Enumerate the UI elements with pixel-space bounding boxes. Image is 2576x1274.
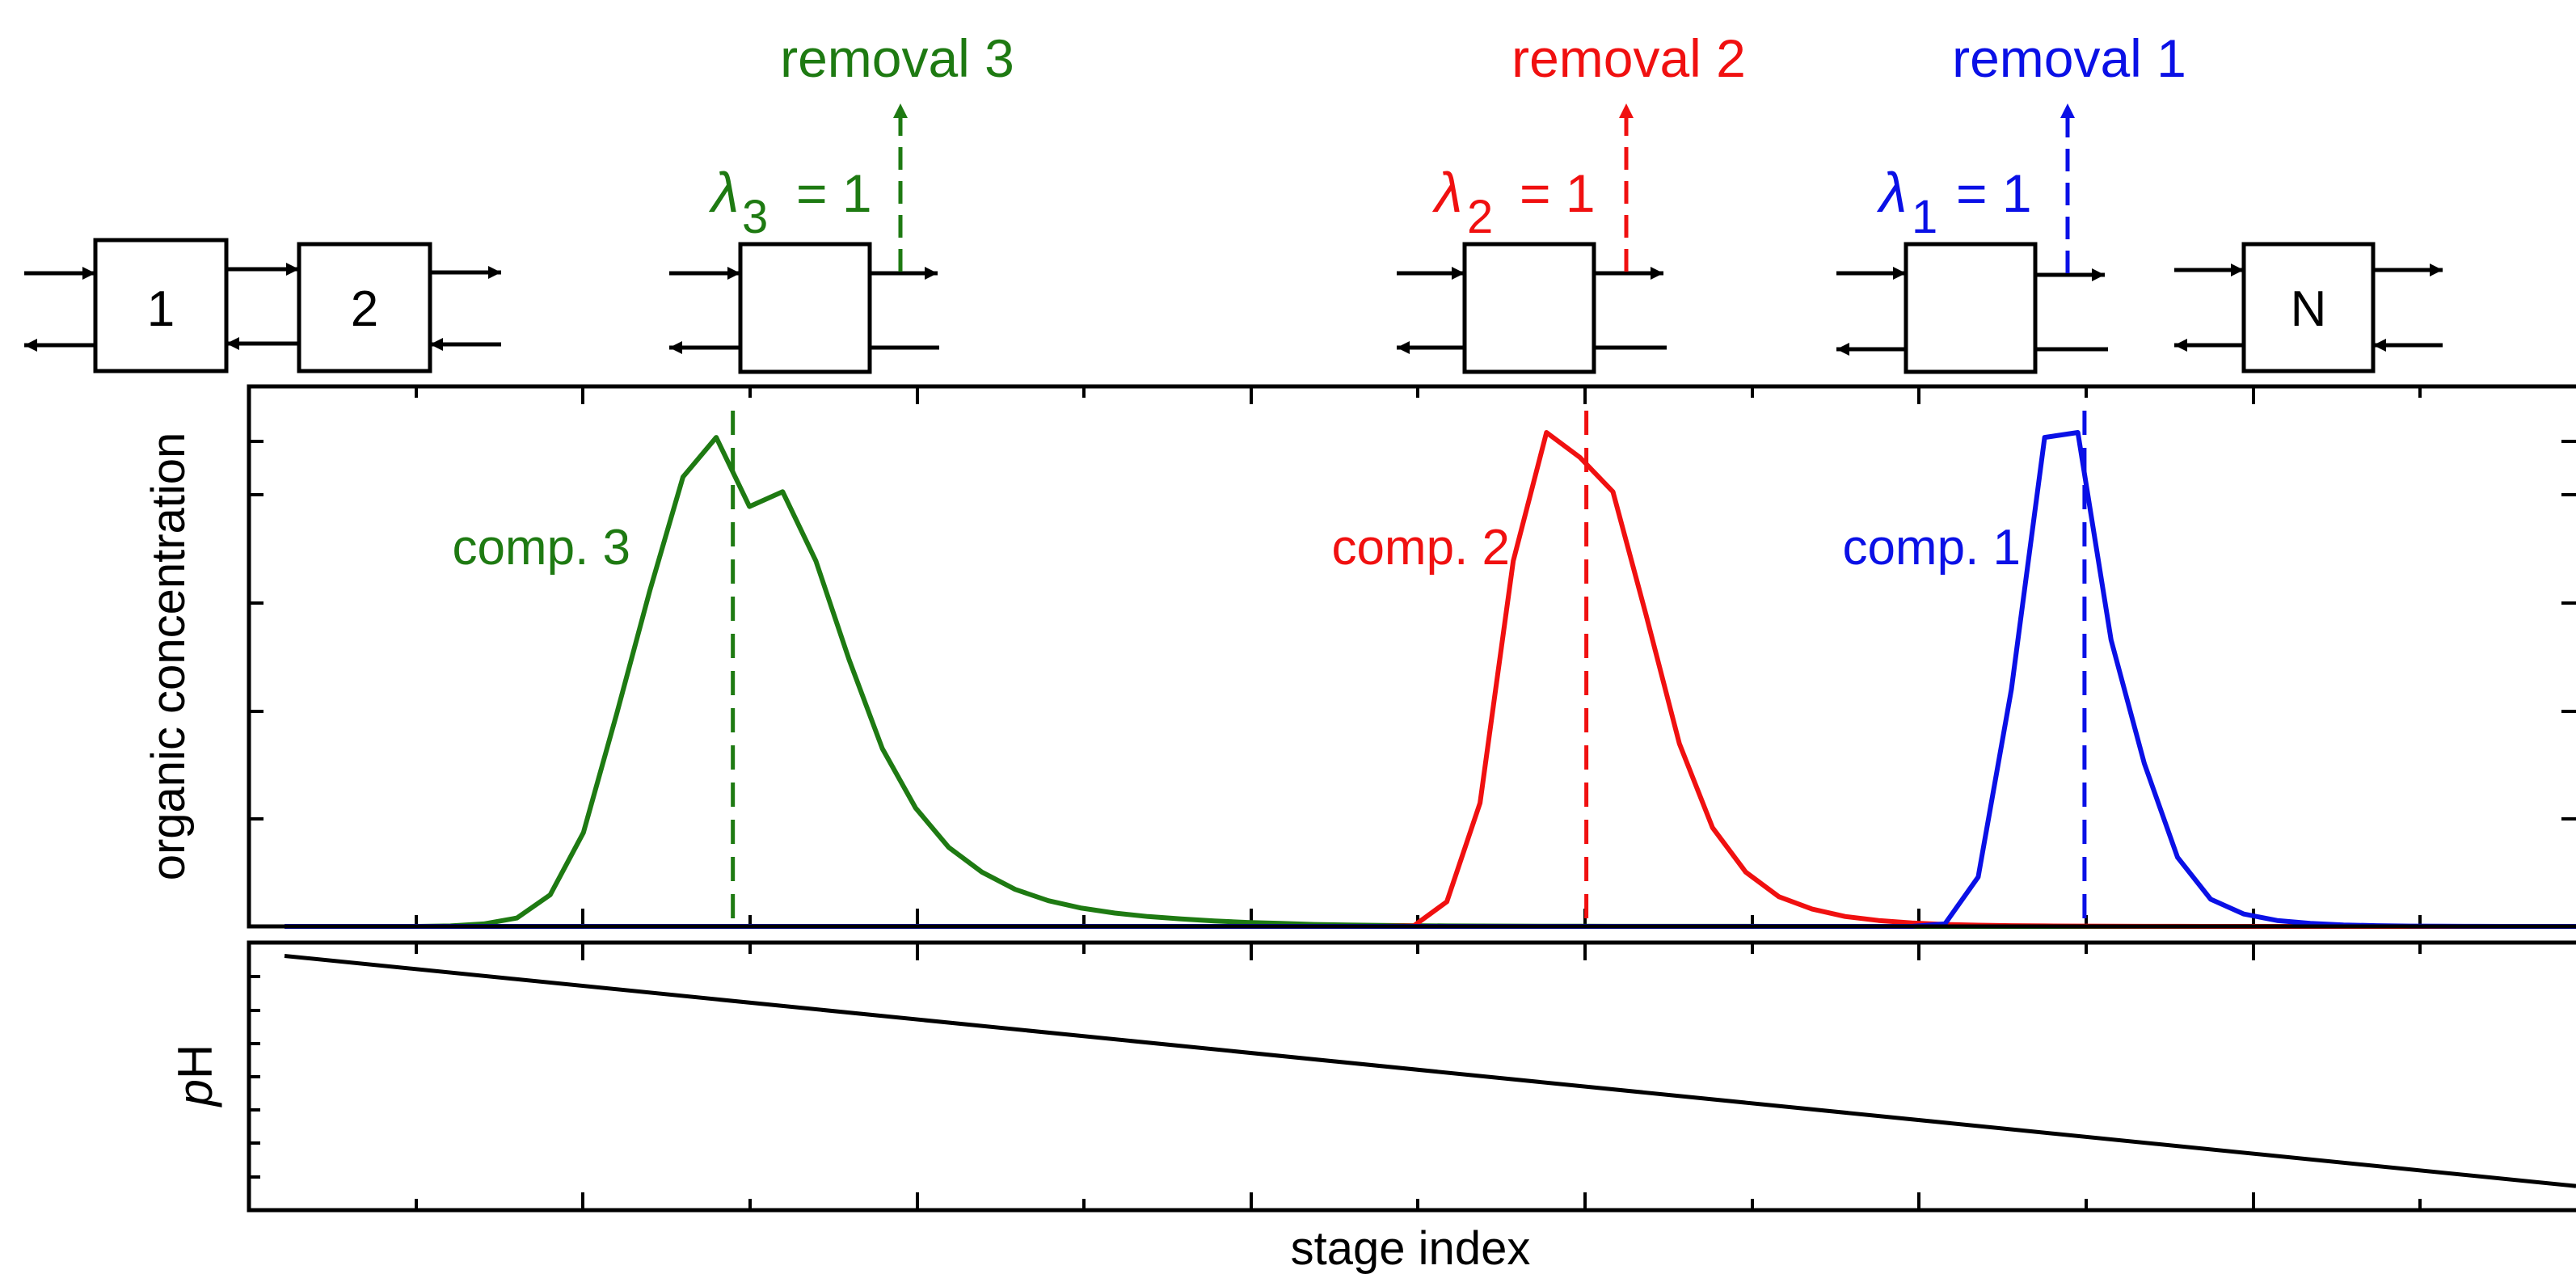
ph-plot: pH stage index <box>168 940 2576 1274</box>
stage-removal-1 <box>1836 103 2108 374</box>
concentration-plot-ticks <box>249 386 2576 928</box>
series-labels: comp. 3 comp. 2 comp. 1 <box>452 520 2021 576</box>
series-line-comp-3 <box>285 435 2576 929</box>
stage-N-box <box>2241 242 2376 373</box>
lambda-1-equals: = 1 <box>1956 163 2032 223</box>
ph-plot-frame <box>247 940 2576 1213</box>
lambda-3-label: λ 3 = 1 <box>708 161 872 243</box>
ph-line <box>284 954 2576 1188</box>
concentration-ylabel: organic concentration <box>142 432 195 881</box>
concentration-plot: organic concentration comp. 3 comp. 2 comp… <box>142 384 2576 929</box>
series-label-comp-1: comp. 1 <box>1842 520 2021 576</box>
concentration-plot-lines <box>285 411 2576 929</box>
stage-N: N <box>2174 242 2443 373</box>
stage-schematic: 1 2 <box>24 103 2443 374</box>
ph-ylabel-h: H <box>168 1044 222 1079</box>
lambda-2-label: λ 2 = 1 <box>1431 161 1596 243</box>
stage-r1-box <box>1904 242 2038 374</box>
lambda-3-subscript: 3 <box>742 191 768 243</box>
lambda-3-symbol: λ <box>708 161 739 224</box>
stage-1-label: 1 <box>147 281 175 337</box>
removal-3-label: removal 3 <box>780 28 1014 88</box>
stage-2-label: 2 <box>351 281 378 337</box>
stage-1: 1 <box>24 238 299 373</box>
stage-removal-2 <box>1397 103 1667 374</box>
stage-2: 2 <box>297 242 501 373</box>
lambda-3-equals: = 1 <box>796 163 872 223</box>
lambda-2-symbol: λ <box>1431 161 1462 224</box>
stage-1-box <box>93 238 229 373</box>
lambda-1-label: λ 1 = 1 <box>1876 161 2032 243</box>
concentration-plot-frame <box>247 384 2576 929</box>
lambda-2-equals: = 1 <box>1520 163 1596 223</box>
ph-plot-ticks <box>249 943 2422 1210</box>
series-label-comp-2: comp. 2 <box>1331 520 1510 576</box>
series-label-comp-3: comp. 3 <box>452 520 630 576</box>
ph-plot-lines <box>284 954 2576 1188</box>
lambda-1-symbol: λ <box>1876 161 1907 224</box>
ph-ylabel-p: p <box>168 1079 222 1107</box>
ph-ylabel: pH <box>168 1044 222 1108</box>
lambda-2-subscript: 2 <box>1467 191 1493 243</box>
stage-r2-box <box>1462 242 1596 374</box>
stage-removal-3 <box>669 103 939 374</box>
stage-2-box <box>297 242 432 373</box>
removal-1-label: removal 1 <box>1952 28 2186 88</box>
stage-index-xlabel: stage index <box>1291 1222 1531 1274</box>
removal-2-label: removal 2 <box>1511 28 1746 88</box>
lambda-1-subscript: 1 <box>1912 191 1937 243</box>
stage-N-label: N <box>2291 281 2327 337</box>
stage-r3-box <box>738 242 872 374</box>
